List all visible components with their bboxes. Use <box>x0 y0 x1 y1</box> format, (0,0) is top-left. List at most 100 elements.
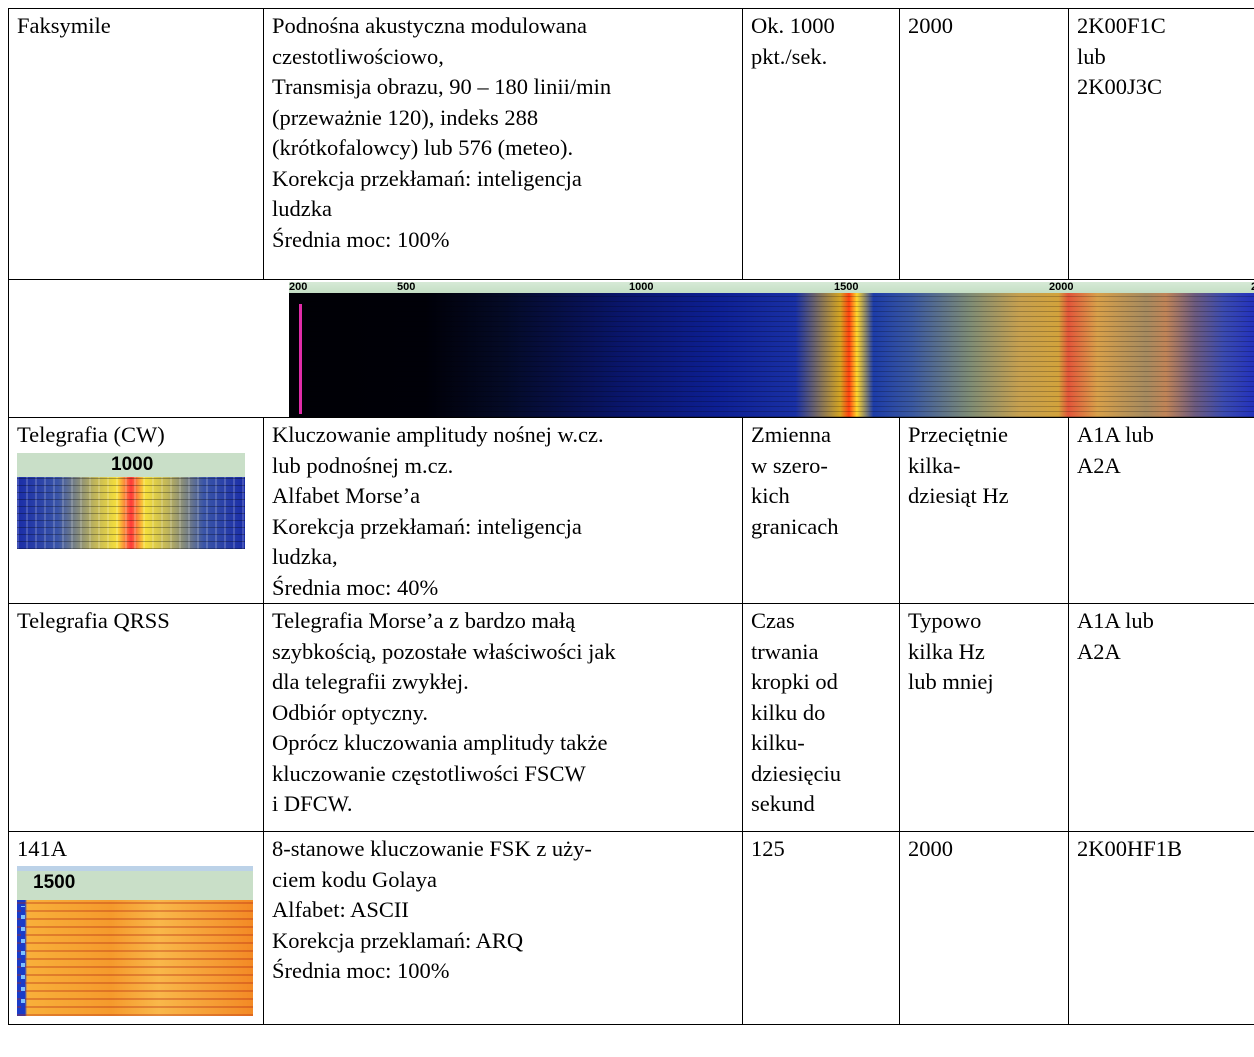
description-line: kluczowanie częstotliwości FSCW <box>272 760 586 786</box>
emission-line: A2A <box>1077 452 1121 478</box>
description-line: Korekcja przeklamań: ARQ <box>272 927 524 953</box>
speed-line: sekund <box>751 791 815 816</box>
description-line: ludzka, <box>272 544 338 569</box>
description-line: Korekcja przekłamań: inteligencja <box>272 513 582 539</box>
description-cell: Podnośna akustyczna modulowana czestotli… <box>263 8 743 280</box>
emission-cell: A1A lub A2A <box>1068 417 1254 604</box>
scale-tick-label: 500 <box>397 281 416 293</box>
scale-tick-label: 2000 <box>1049 281 1074 293</box>
cw-spectrum-image: 1000 <box>17 452 245 549</box>
mode-name-cell: Telegrafia QRSS <box>8 603 264 832</box>
emission-line: A1A lub <box>1077 422 1154 447</box>
bandwidth-cell: 2000 <box>899 8 1069 280</box>
table-row-qrss: Telegrafia QRSS Telegrafia Morse’a z bar… <box>8 603 1254 832</box>
bandwidth-line: Typowo <box>908 608 982 633</box>
description-line: szybkością, pozostałe właściwości jak <box>272 638 616 664</box>
speed-line: Czas <box>751 608 795 633</box>
description-line: 8-stanowe kluczowanie FSK z uży- <box>272 836 592 861</box>
waterfall-field <box>289 293 1254 417</box>
fax-spectrogram-image: 200 500 1000 1500 2000 25 <box>289 282 1254 417</box>
description-line: lub podnośnej m.cz. <box>272 452 454 478</box>
speed-cell: 125 <box>742 831 900 1025</box>
table-row-faksymile-spectrum: 200 500 1000 1500 2000 25 <box>8 279 1254 418</box>
description-line: Alfabet Morse’a <box>272 483 421 508</box>
mode-name-cell: Telegrafia (CW) 1000 <box>8 417 264 604</box>
speed-line: kropki od <box>751 669 838 694</box>
bandwidth-cell: Przeciętnie kilka- dziesiąt Hz <box>899 417 1069 604</box>
bandwidth-line: 2000 <box>908 13 953 38</box>
document-page: Faksymile Podnośna akustyczna modulowana… <box>8 8 1254 1025</box>
bandwidth-cell: Typowo kilka Hz lub mniej <box>899 603 1069 832</box>
description-cell: Telegrafia Morse’a z bardzo małą szybkoś… <box>263 603 743 832</box>
description-line: ludzka <box>272 196 332 221</box>
description-line: Odbiór optyczny. <box>272 699 429 725</box>
bandwidth-line: 2000 <box>908 836 953 861</box>
bandwidth-line: kilka Hz <box>908 638 985 664</box>
speed-line: w szero- <box>751 452 828 478</box>
description-cell: 8-stanowe kluczowanie FSK z uży- ciem ko… <box>263 831 743 1025</box>
description-line: Telegrafia Morse’a z bardzo małą <box>272 608 576 633</box>
description-line: Średnia moc: 40% <box>272 574 439 600</box>
mode-name: 141A <box>17 836 67 861</box>
description-line: Podnośna akustyczna modulowana <box>272 13 587 38</box>
frequency-scale: 200 500 1000 1500 2000 25 <box>289 282 1254 293</box>
scale-tick-label: 1000 <box>629 281 654 293</box>
emission-line: 2K00J3C <box>1077 74 1163 99</box>
description-line: Alfabet: ASCII <box>272 897 409 922</box>
mode-name: Telegrafia (CW) <box>17 422 165 447</box>
modes-table: Faksymile Podnośna akustyczna modulowana… <box>8 8 1254 1025</box>
bandwidth-line: dziesiąt Hz <box>908 483 1009 508</box>
description-line: ciem kodu Golaya <box>272 866 437 892</box>
spectrum-cell: 200 500 1000 1500 2000 25 <box>8 279 1254 418</box>
emission-cell: 2K00F1C lub 2K00J3C <box>1068 8 1254 280</box>
141a-spectrum-image: 1500 <box>17 865 253 1016</box>
table-row-faksymile: Faksymile Podnośna akustyczna modulowana… <box>8 8 1254 280</box>
mode-name-cell: Faksymile <box>8 8 264 280</box>
emission-cell: A1A lub A2A <box>1068 603 1254 832</box>
table-row-cw: Telegrafia (CW) 1000 Kluczowanie amplitu… <box>8 417 1254 604</box>
frequency-scale: 1500 <box>17 865 253 900</box>
bandwidth-line: kilka- <box>908 452 961 478</box>
table-row-141a: 141A 1500 8-stanowe kluczowanie FSK z uż… <box>8 831 1254 1025</box>
mode-name: Faksymile <box>17 13 111 38</box>
description-line: Transmisja obrazu, 90 – 180 linii/min <box>272 74 612 99</box>
scale-tick-label: 1500 <box>834 281 859 293</box>
description-line: i DFCW. <box>272 791 353 816</box>
emission-line: A1A lub <box>1077 608 1154 633</box>
mode-name: Telegrafia QRSS <box>17 608 170 633</box>
description-line: (przeważnie 120), indeks 288 <box>272 104 539 130</box>
description-line: Korekcja przekłamań: inteligencja <box>272 165 582 191</box>
speed-line: kilku- <box>751 730 805 755</box>
mode-name-cell: 141A 1500 <box>8 831 264 1025</box>
speed-line: dziesięciu <box>751 760 841 786</box>
speed-line: kilku do <box>751 699 826 725</box>
description-cell: Kluczowanie amplitudy nośnej w.cz. lub p… <box>263 417 743 604</box>
emission-line: 2K00F1C <box>1077 13 1166 38</box>
description-line: dla telegrafii zwykłej. <box>272 669 469 694</box>
bandwidth-line: lub mniej <box>908 669 994 694</box>
speed-line: kich <box>751 483 790 508</box>
tuning-marker <box>299 304 302 414</box>
speed-line: Zmienna <box>751 422 831 447</box>
scale-tick-label: 200 <box>289 281 308 293</box>
waterfall-field <box>17 899 253 1016</box>
speed-cell: Zmienna w szero- kich granicach <box>742 417 900 604</box>
speed-line: pkt./sek. <box>751 43 828 69</box>
emission-line: 2K00HF1B <box>1077 836 1183 861</box>
scale-tick-label: 1500 <box>33 871 76 893</box>
speed-line: granicach <box>751 513 839 539</box>
waterfall-left-edge <box>21 905 25 1011</box>
speed-cell: Czas trwania kropki od kilku do kilku- d… <box>742 603 900 832</box>
description-line: Oprócz kluczowania amplitudy także <box>272 730 608 755</box>
speed-line: Ok. 1000 <box>751 13 835 38</box>
description-line: Kluczowanie amplitudy nośnej w.cz. <box>272 422 604 447</box>
waterfall-field <box>17 476 245 549</box>
description-line: (krótkofalowcy) lub 576 (meteo). <box>272 135 574 160</box>
frequency-scale: 1000 <box>17 452 245 477</box>
speed-line: 125 <box>751 836 785 861</box>
description-line: Średnia moc: 100% <box>272 958 450 983</box>
emission-cell: 2K00HF1B <box>1068 831 1254 1025</box>
emission-line: lub <box>1077 43 1106 69</box>
scale-tick-label: 25 <box>1251 282 1254 293</box>
description-line: czestotliwościowo, <box>272 43 444 69</box>
